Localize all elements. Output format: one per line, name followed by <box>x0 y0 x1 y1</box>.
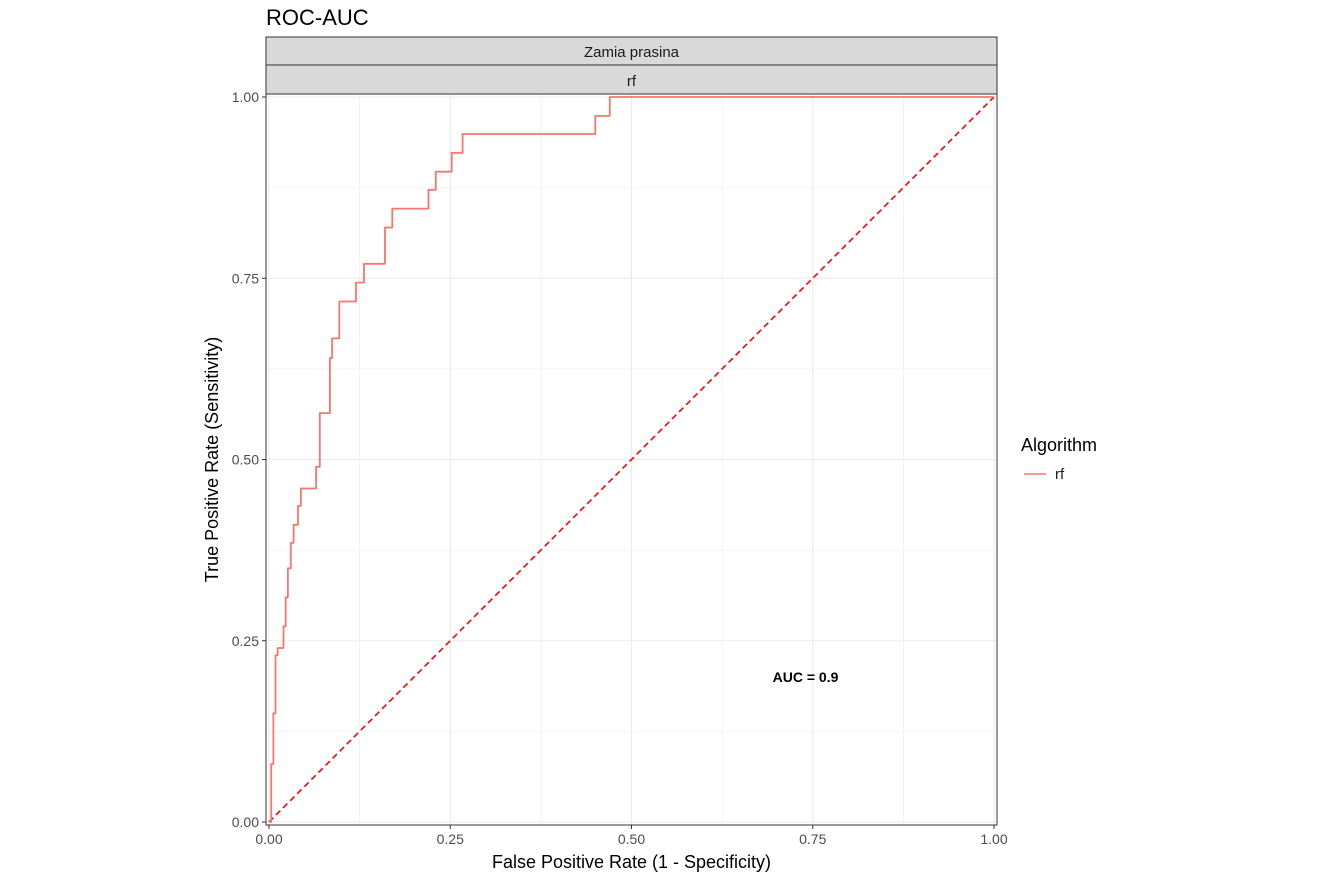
legend-title: Algorithm <box>1021 435 1097 455</box>
x-axis-title: False Positive Rate (1 - Specificity) <box>492 852 771 872</box>
y-tick-label: 0.75 <box>232 270 259 286</box>
x-tick-label: 0.75 <box>799 831 826 847</box>
plot-panel <box>265 93 998 826</box>
legend: Algorithm rf <box>1021 435 1097 483</box>
facet-strips: Zamia prasina rf <box>265 36 998 95</box>
y-axis-title: True Positive Rate (Sensitivity) <box>202 337 222 582</box>
chart-title: ROC-AUC <box>266 5 369 30</box>
auc-annotation: AUC = 0.9 <box>773 669 839 685</box>
grid-lines <box>266 94 997 825</box>
y-tick-label: 0.25 <box>232 633 259 649</box>
series-marks <box>268 96 995 823</box>
y-tick-label: 0.00 <box>232 814 259 830</box>
x-tick-label: 0.50 <box>618 831 645 847</box>
series-line-rf <box>269 96 994 823</box>
facet-strip-species-label: Zamia prasina <box>584 44 680 61</box>
y-tick-label: 0.50 <box>232 452 259 468</box>
y-tick-label: 1.00 <box>232 89 259 105</box>
y-axis: 0.00 0.25 0.50 0.75 1.00 <box>232 89 266 830</box>
reference-diagonal-line <box>268 96 995 823</box>
facet-strip-species <box>265 36 998 66</box>
x-tick-label: 1.00 <box>980 831 1007 847</box>
x-tick-label: 0.00 <box>255 831 282 847</box>
x-axis: 0.00 0.25 0.50 0.75 1.00 <box>255 825 1008 847</box>
legend-label-rf: rf <box>1055 466 1065 483</box>
facet-strip-algorithm-label: rf <box>627 73 637 90</box>
facet-strip-algorithm <box>265 64 998 95</box>
x-tick-label: 0.25 <box>437 831 464 847</box>
